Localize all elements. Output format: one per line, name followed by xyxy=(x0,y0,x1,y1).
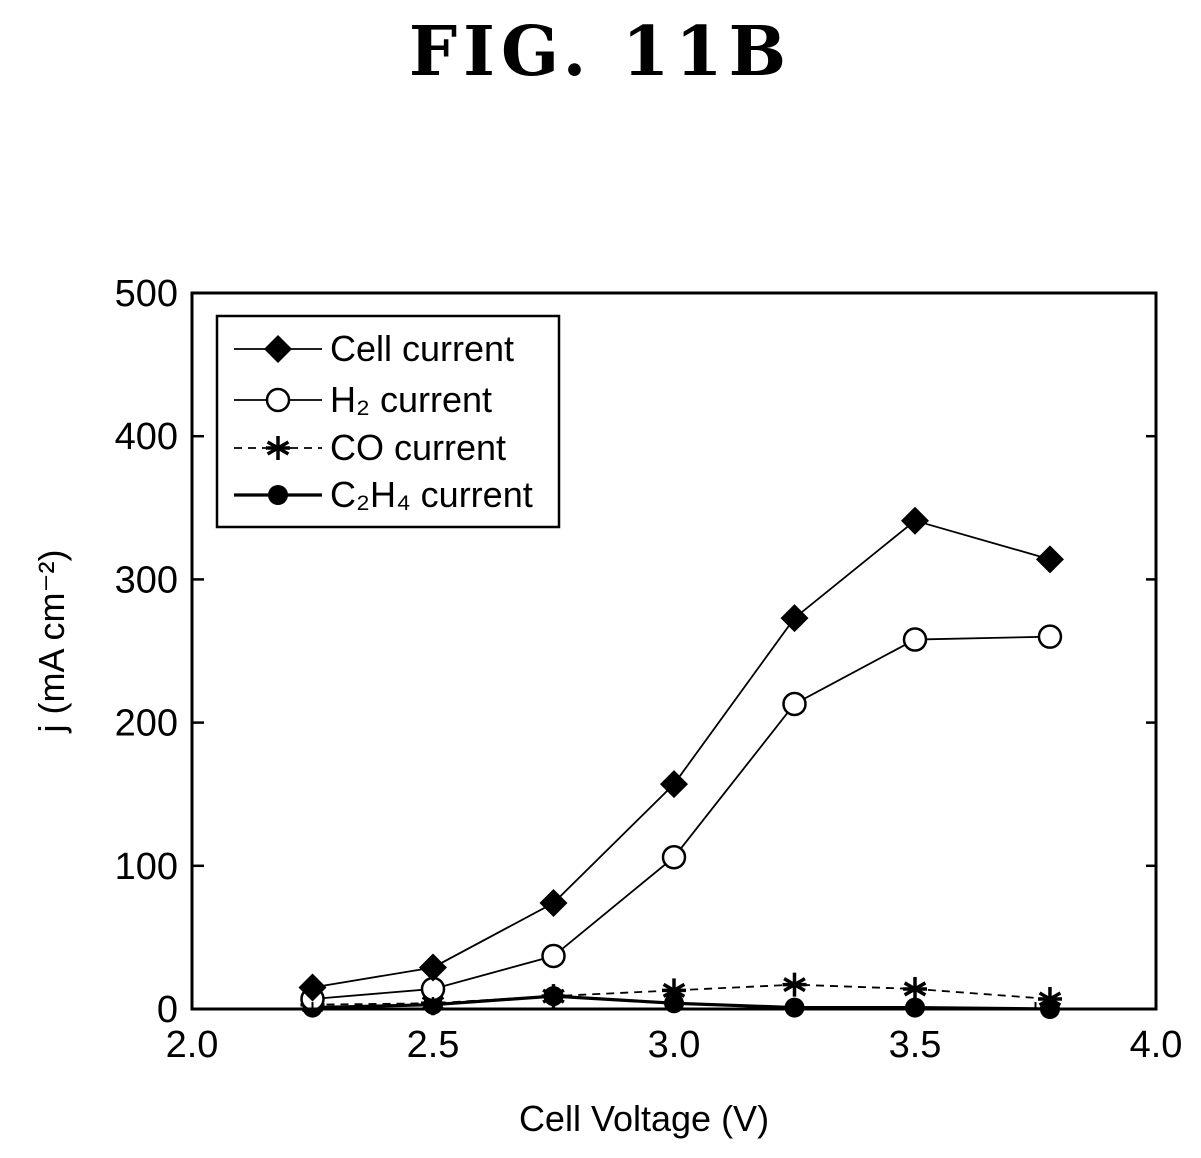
data-point xyxy=(660,770,688,799)
data-point xyxy=(782,691,807,717)
data-point xyxy=(661,844,687,870)
y-tick-label: 200 xyxy=(115,703,178,745)
legend-marker xyxy=(266,436,290,460)
data-point xyxy=(298,973,327,1002)
legend-item: Cell current xyxy=(234,328,514,369)
data-point xyxy=(902,627,928,652)
legend-item: CO current xyxy=(234,427,506,468)
x-tick-label: 2.0 xyxy=(166,1024,219,1066)
data-point xyxy=(419,953,447,982)
data-point xyxy=(1037,986,1062,1011)
legend-marker xyxy=(265,387,291,413)
legend-label: H₂ current xyxy=(330,379,492,420)
series-layer xyxy=(298,506,1064,1019)
y-tick-label: 100 xyxy=(115,846,178,888)
series-line xyxy=(312,635,1050,1000)
axes-layer: 2.0 2.5 3.0 3.5 4.0 0 100 200 300 400 500 Cell Volt… xyxy=(31,273,1182,1139)
data-point xyxy=(782,972,807,997)
legend-item: H₂ current xyxy=(234,379,492,420)
data-point xyxy=(901,506,929,535)
data-point xyxy=(903,976,927,1001)
series-1 xyxy=(300,624,1063,1012)
data-point xyxy=(1035,545,1064,574)
legend-marker xyxy=(264,335,292,363)
legend-item: C₂H₄ current xyxy=(234,474,533,515)
y-tick-label: 400 xyxy=(115,416,178,458)
data-point xyxy=(541,943,566,969)
series-0 xyxy=(298,506,1064,1002)
data-point xyxy=(1037,624,1063,649)
x-tick-label: 4.0 xyxy=(1130,1024,1183,1066)
y-axis-label: j (mA cm⁻²) xyxy=(31,550,72,734)
legend: Cell current H₂ current CO current C₂H₄ cur… xyxy=(215,314,561,529)
figure-title: FIG. 11B xyxy=(408,12,793,92)
data-point xyxy=(780,604,809,633)
data-point xyxy=(539,889,568,918)
x-tick-label: 2.5 xyxy=(407,1024,460,1066)
y-tick-label: 0 xyxy=(157,989,178,1031)
y-tick-label: 300 xyxy=(115,559,178,601)
legend-marker xyxy=(268,485,288,505)
y-tick-label: 500 xyxy=(115,273,178,315)
legend-label: Cell current xyxy=(330,328,514,369)
series-line xyxy=(312,519,1051,989)
legend-label: C₂H₄ current xyxy=(330,474,533,515)
x-tick-label: 3.5 xyxy=(889,1024,942,1066)
legend-label: CO current xyxy=(330,427,506,468)
x-tick-label: 3.0 xyxy=(648,1024,701,1066)
x-axis-label: Cell Voltage (V) xyxy=(519,1098,769,1139)
